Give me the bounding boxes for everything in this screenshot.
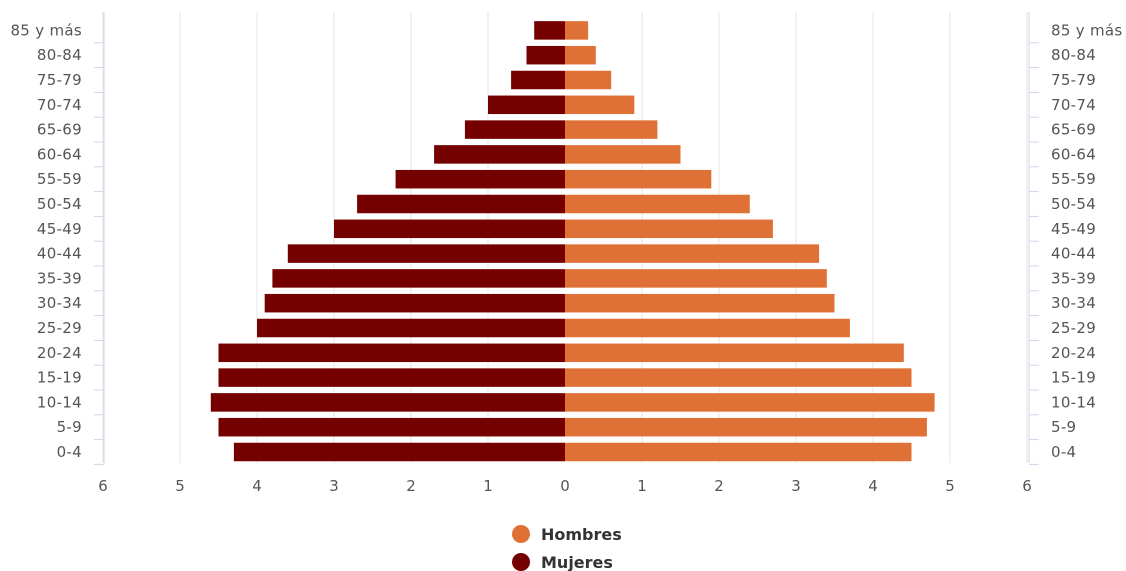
legend-marker-hombres <box>512 525 530 543</box>
right-age-label: 10-14 <box>1051 393 1096 411</box>
bar-hombres-80-84[interactable] <box>565 45 596 65</box>
bar-mujeres-20-24[interactable] <box>218 343 566 363</box>
bar-hombres-65-69[interactable] <box>565 120 658 139</box>
bar-hombres-75-79[interactable] <box>565 70 612 90</box>
left-age-label: 75-79 <box>37 71 82 89</box>
right-age-label: 15-19 <box>1051 369 1096 387</box>
right-age-label: 35-39 <box>1051 269 1096 287</box>
right-age-label: 25-29 <box>1051 319 1096 337</box>
legend-label-mujeres: Mujeres <box>541 553 613 571</box>
left-age-label: 65-69 <box>37 121 82 139</box>
x-tick-label: 2 <box>406 477 416 495</box>
x-tick-label: 0 <box>560 477 570 495</box>
x-axis-ticks: 6 5 4 3 2 1 0 1 2 3 4 5 6 <box>98 477 1032 495</box>
left-age-label: 25-29 <box>37 319 82 337</box>
x-tick-label: 4 <box>868 477 878 495</box>
legend-marker-mujeres <box>512 553 530 571</box>
left-age-label: 30-34 <box>37 294 82 312</box>
bar-hombres-20-24[interactable] <box>565 343 904 363</box>
right-age-label: 85 y más <box>1051 21 1123 39</box>
bars <box>210 21 935 462</box>
bar-mujeres-55-59[interactable] <box>395 169 565 189</box>
right-age-label: 80-84 <box>1051 46 1096 64</box>
bar-mujeres-60-64[interactable] <box>434 145 565 164</box>
right-age-axis: 0-4 5-9 10-14 15-19 20-24 25-29 30-34 35-39 40-4… <box>1028 12 1123 465</box>
bar-hombres-10-14[interactable] <box>565 393 935 412</box>
left-age-label: 50-54 <box>37 195 82 213</box>
left-age-label: 70-74 <box>37 96 82 114</box>
bar-hombres-85-y-más[interactable] <box>565 21 589 40</box>
x-tick-label: 1 <box>637 477 647 495</box>
bar-mujeres-25-29[interactable] <box>257 318 565 338</box>
bar-mujeres-0-4[interactable] <box>233 442 565 462</box>
left-age-label: 80-84 <box>37 46 82 64</box>
bar-hombres-5-9[interactable] <box>565 417 927 437</box>
right-age-label: 5-9 <box>1051 418 1076 436</box>
right-age-label: 60-64 <box>1051 145 1096 163</box>
left-age-label: 0-4 <box>57 443 82 461</box>
bar-mujeres-40-44[interactable] <box>287 244 565 263</box>
bar-mujeres-15-19[interactable] <box>218 368 566 387</box>
bar-mujeres-30-34[interactable] <box>264 293 565 313</box>
left-age-label: 10-14 <box>37 393 82 411</box>
bar-mujeres-75-79[interactable] <box>511 70 565 90</box>
left-age-label: 60-64 <box>37 145 82 163</box>
x-tick-label: 6 <box>98 477 108 495</box>
x-tick-label: 1 <box>483 477 493 495</box>
left-age-axis: 0-4 5-9 10-14 15-19 20-24 25-29 30-34 35-39 40-4… <box>10 12 105 465</box>
x-tick-label: 6 <box>1022 477 1032 495</box>
right-age-label: 0-4 <box>1051 443 1076 461</box>
bar-mujeres-65-69[interactable] <box>464 120 565 139</box>
bar-mujeres-35-39[interactable] <box>272 269 565 288</box>
x-tick-label: 2 <box>714 477 724 495</box>
bar-hombres-25-29[interactable] <box>565 318 850 338</box>
bar-hombres-40-44[interactable] <box>565 244 820 263</box>
right-age-label: 40-44 <box>1051 245 1096 263</box>
legend-label-hombres: Hombres <box>541 525 622 544</box>
left-age-label: 15-19 <box>37 369 82 387</box>
bar-hombres-15-19[interactable] <box>565 368 912 387</box>
x-tick-label: 4 <box>252 477 262 495</box>
left-age-label: 85 y más <box>10 21 82 39</box>
bar-mujeres-5-9[interactable] <box>218 417 566 437</box>
left-age-label: 40-44 <box>37 245 82 263</box>
legend-item-mujeres[interactable]: Mujeres <box>512 553 613 571</box>
bar-hombres-60-64[interactable] <box>565 145 681 164</box>
right-age-label: 30-34 <box>1051 294 1096 312</box>
left-age-label: 5-9 <box>57 418 82 436</box>
x-tick-label: 3 <box>791 477 801 495</box>
right-age-label: 55-59 <box>1051 170 1096 188</box>
right-age-label: 45-49 <box>1051 220 1096 238</box>
right-age-label: 70-74 <box>1051 96 1096 114</box>
right-age-label: 75-79 <box>1051 71 1096 89</box>
right-age-label: 65-69 <box>1051 121 1096 139</box>
legend[interactable]: Hombres Mujeres <box>512 525 622 571</box>
bar-hombres-30-34[interactable] <box>565 293 835 313</box>
left-age-label: 55-59 <box>37 170 82 188</box>
left-age-label: 20-24 <box>37 344 82 362</box>
bar-hombres-0-4[interactable] <box>565 442 912 462</box>
legend-item-hombres[interactable]: Hombres <box>512 525 622 544</box>
bar-hombres-50-54[interactable] <box>565 194 750 214</box>
bar-mujeres-85-y-más[interactable] <box>534 21 565 40</box>
x-tick-label: 5 <box>175 477 185 495</box>
bar-hombres-35-39[interactable] <box>565 269 827 288</box>
bar-hombres-55-59[interactable] <box>565 169 712 189</box>
bar-hombres-45-49[interactable] <box>565 219 773 239</box>
bar-mujeres-70-74[interactable] <box>488 95 565 115</box>
left-age-label: 35-39 <box>37 269 82 287</box>
bar-mujeres-45-49[interactable] <box>334 219 565 239</box>
bar-mujeres-10-14[interactable] <box>210 393 566 412</box>
right-age-label: 50-54 <box>1051 195 1096 213</box>
x-tick-label: 3 <box>329 477 339 495</box>
left-age-label: 45-49 <box>37 220 82 238</box>
bar-mujeres-80-84[interactable] <box>526 45 566 65</box>
bar-hombres-70-74[interactable] <box>565 95 635 115</box>
bar-mujeres-50-54[interactable] <box>357 194 565 214</box>
x-tick-label: 5 <box>945 477 955 495</box>
right-age-label: 20-24 <box>1051 344 1096 362</box>
